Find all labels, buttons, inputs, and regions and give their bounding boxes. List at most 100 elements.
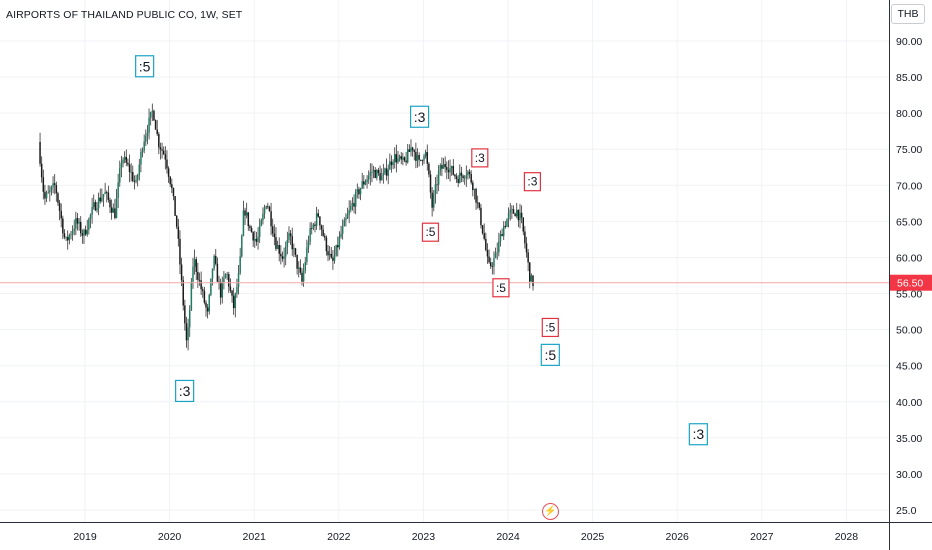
candle-body: [472, 182, 474, 191]
wave-label[interactable]: :5: [135, 55, 155, 78]
wave-label[interactable]: :3: [175, 379, 195, 403]
wave-label[interactable]: :3: [471, 148, 489, 168]
candle-body: [312, 224, 315, 229]
candle-body: [216, 263, 219, 282]
candle-body: [228, 274, 230, 287]
candle-body: [192, 266, 194, 282]
wave-label[interactable]: :5: [541, 317, 559, 338]
candle-body: [363, 181, 365, 185]
candle-body: [252, 232, 254, 241]
y-tick-label: 40.00: [896, 397, 922, 409]
candle-body: [415, 151, 417, 161]
candle-body: [60, 210, 62, 219]
wave-label[interactable]: :3: [688, 423, 708, 446]
lightning-icon[interactable]: ⚡: [542, 503, 559, 520]
candle-body: [215, 256, 217, 264]
candle-body: [151, 110, 154, 112]
candle-body: [366, 179, 368, 183]
candle-body: [398, 156, 401, 159]
candle-body: [452, 166, 455, 175]
candle-body: [524, 231, 526, 244]
wave-label-text: :5: [496, 281, 506, 295]
candle-body: [221, 282, 224, 298]
wave-label[interactable]: :5: [540, 343, 560, 366]
wave-label[interactable]: :5: [421, 222, 440, 242]
candle-body: [112, 208, 115, 213]
candle-body: [57, 193, 59, 203]
candle-body: [333, 255, 336, 261]
candle-body: [403, 157, 406, 161]
candle-body: [229, 286, 232, 291]
candle-body: [297, 267, 300, 269]
candle-body: [223, 278, 225, 283]
candle-body: [483, 233, 485, 239]
y-tick-label: 55.00: [896, 289, 922, 301]
candle-body: [76, 218, 79, 224]
candle-body: [340, 233, 342, 237]
candle-body: [413, 150, 415, 152]
wave-label[interactable]: :3: [409, 105, 430, 128]
y-tick-label: 50.00: [896, 325, 922, 337]
candle-body: [475, 188, 477, 203]
candle-body: [125, 156, 128, 163]
candle-body: [42, 177, 45, 192]
candle-body: [324, 235, 326, 238]
candle-body: [353, 203, 355, 207]
candle-body: [371, 171, 373, 173]
candle-body: [114, 208, 116, 219]
candle-body: [133, 180, 136, 182]
candle-body: [148, 117, 150, 133]
candle-body: [258, 225, 261, 237]
candle-body: [213, 256, 215, 269]
candle-body: [270, 211, 272, 227]
candle-body: [171, 184, 173, 189]
candle-body: [514, 213, 516, 217]
candle-body: [330, 253, 333, 258]
y-tick-label: 35.00: [896, 433, 922, 445]
grid: [0, 0, 889, 522]
wave-label[interactable]: :5: [492, 278, 510, 298]
candle-body: [289, 233, 292, 237]
candle-body: [356, 189, 359, 193]
candle-body: [467, 171, 469, 176]
wave-label[interactable]: :3: [523, 172, 541, 192]
y-tick-label: 45.00: [896, 361, 922, 373]
candle-body: [328, 253, 331, 256]
candle-body: [63, 233, 66, 238]
candle-body: [439, 165, 442, 171]
candle-body: [66, 237, 69, 241]
candle-body: [387, 169, 389, 176]
candles: [39, 103, 534, 351]
candle-body: [275, 237, 277, 249]
candle-body: [341, 226, 344, 234]
candle-body: [519, 212, 521, 221]
candle-body: [296, 254, 298, 269]
candle-body: [88, 218, 90, 230]
candle-body: [146, 132, 149, 137]
candle-body: [315, 213, 318, 226]
wave-label-box: [540, 343, 560, 366]
candle-body: [71, 230, 74, 235]
currency-button[interactable]: THB: [891, 4, 925, 24]
candle-body: [397, 158, 399, 163]
candle-body: [522, 217, 524, 232]
candle-body: [527, 252, 529, 263]
candle-body: [502, 226, 505, 237]
candle-body: [530, 275, 533, 282]
candle-body: [350, 206, 352, 211]
candle-body: [179, 238, 181, 265]
candle-body: [392, 162, 394, 166]
candle-body: [97, 197, 100, 209]
candle-body: [50, 186, 53, 191]
candle-body: [405, 160, 407, 163]
candle-body: [128, 164, 131, 173]
candle-body: [338, 236, 341, 248]
candle-body: [509, 209, 511, 214]
candle-body: [244, 210, 246, 216]
candle-body: [317, 213, 320, 217]
candle-body: [367, 175, 370, 180]
candle-body: [109, 199, 111, 208]
wave-label-text: :3: [693, 426, 705, 442]
